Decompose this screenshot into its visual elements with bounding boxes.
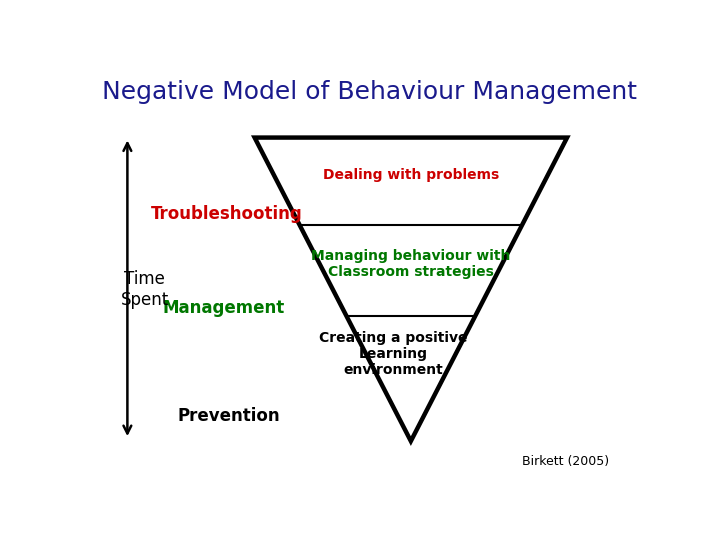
Text: Negative Model of Behaviour Management: Negative Model of Behaviour Management (102, 80, 636, 104)
Text: Prevention: Prevention (177, 407, 279, 425)
Text: Troubleshooting: Troubleshooting (150, 206, 302, 224)
Text: Birkett (2005): Birkett (2005) (522, 455, 609, 468)
Text: Dealing with problems: Dealing with problems (323, 168, 499, 182)
Text: Creating a positive
Learning
environment: Creating a positive Learning environment (319, 330, 467, 377)
Text: Time
Spent: Time Spent (120, 270, 168, 309)
Polygon shape (255, 138, 567, 441)
Text: Management: Management (163, 299, 285, 317)
Text: Managing behaviour with
Classroom strategies: Managing behaviour with Classroom strate… (311, 249, 510, 280)
